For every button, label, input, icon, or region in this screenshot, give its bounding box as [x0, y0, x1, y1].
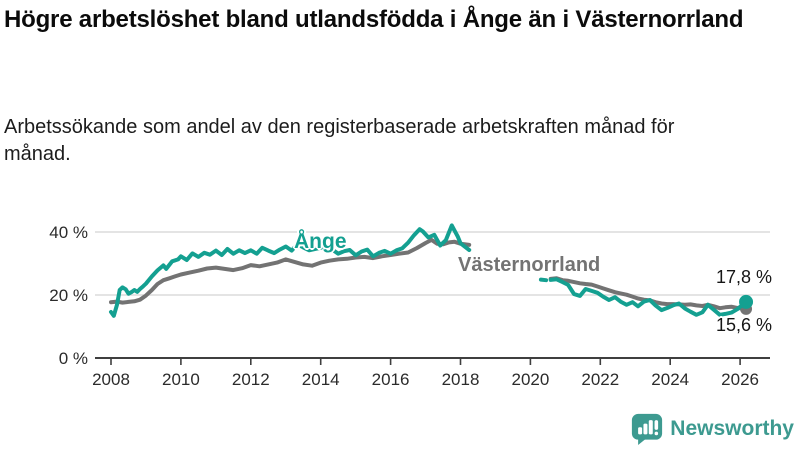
end-dot-ange — [739, 294, 754, 309]
newsworthy-logo[interactable]: Newsworthy — [631, 411, 794, 447]
series-line-ange — [548, 277, 748, 317]
page-title: Högre arbetslöshet bland utlandsfödda i … — [4, 6, 744, 33]
series-line-vasternorrland — [109, 237, 472, 305]
series-label-vasternorrland: Västernorrland — [458, 254, 601, 276]
end-value-label-vasternorrland: 15,6 % — [715, 315, 772, 335]
x-tick-label: 2014 — [302, 370, 340, 389]
x-tick-label: 2026 — [721, 370, 759, 389]
x-tick-label: 2010 — [162, 370, 200, 389]
page-subtitle: Arbetssökande som andel av den registerb… — [4, 116, 675, 165]
y-tick-label: 20 % — [49, 286, 88, 305]
x-tick-label: 2008 — [92, 370, 130, 389]
x-tick-label: 2020 — [511, 370, 549, 389]
end-value-label-ange: 17,8 % — [715, 267, 772, 287]
newsworthy-logo-text: Newsworthy — [670, 417, 794, 440]
x-tick-label: 2016 — [372, 370, 410, 389]
series-line-ange — [109, 223, 472, 318]
x-tick-label: 2022 — [581, 370, 619, 389]
series-line-ange — [538, 277, 549, 283]
series-label-ange: Ånge — [294, 230, 347, 253]
x-tick-label: 2018 — [442, 370, 480, 389]
x-tick-label: 2024 — [651, 370, 689, 389]
y-tick-label: 0 % — [59, 349, 88, 368]
x-tick-label: 2012 — [232, 370, 270, 389]
y-tick-label: 40 % — [49, 223, 88, 242]
newsworthy-chart-bubble-icon — [632, 413, 663, 445]
